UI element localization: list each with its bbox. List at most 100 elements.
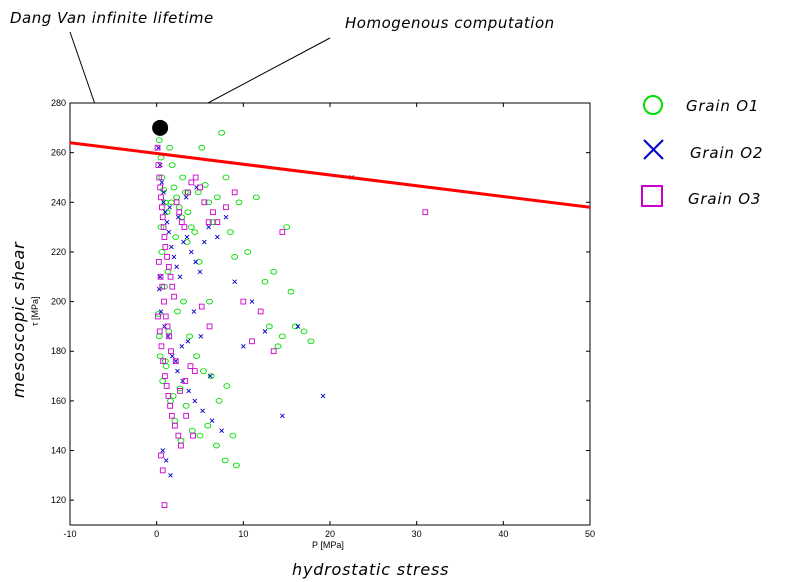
point-square-2-57 [164, 323, 171, 330]
point-x-1-52 [176, 214, 181, 220]
point-square-2-1 [155, 162, 162, 168]
point-x-1-51 [167, 204, 172, 210]
point-square-2-27 [223, 204, 229, 211]
point-x-1-7 [169, 244, 174, 250]
legend: Grain O1 Grain O2 Grain O3 [641, 95, 762, 208]
point-circle-0-33 [278, 333, 286, 340]
point-circle-0-24 [226, 229, 234, 235]
point-square-2-54 [159, 283, 166, 290]
point-square-2-53 [157, 273, 164, 280]
point-circle-0-0 [155, 137, 163, 144]
point-x-1-38 [209, 418, 215, 424]
point-circle-0-59 [193, 353, 200, 360]
point-x-1-29 [158, 309, 164, 314]
point-circle-0-8 [170, 184, 178, 191]
point-square-2-35 [155, 313, 161, 320]
point-circle-0-22 [218, 129, 226, 136]
point-x-1-2 [159, 180, 165, 185]
point-square-2-65 [159, 467, 166, 474]
point-x-1-19 [223, 214, 229, 220]
point-square-2-40 [163, 383, 170, 389]
homogenous-point-0 [152, 119, 169, 136]
point-square-2-5 [159, 204, 165, 211]
annotation-dang-van: Dang Van infinite lifetime [10, 9, 214, 27]
point-square-2-28 [231, 189, 238, 196]
axis-ticks: -10 0 10 20 30 40 50 120 140 160 180 200 220 240 260 28… [51, 98, 595, 539]
point-x-1-6 [166, 229, 172, 235]
point-square-2-3 [157, 184, 163, 191]
point-x-1-11 [181, 239, 186, 245]
point-square-2-33 [279, 229, 286, 235]
point-square-2-26 [214, 219, 221, 226]
point-x-1-21 [241, 343, 246, 349]
y-tick-label-5: 220 [51, 247, 66, 257]
point-square-2-38 [160, 358, 167, 365]
point-x-1-44 [179, 343, 185, 349]
point-square-2-12 [167, 273, 174, 280]
point-square-2-24 [205, 219, 212, 226]
legend-marker-o1 [643, 95, 663, 115]
point-square-2-32 [270, 348, 277, 355]
point-square-2-34 [422, 209, 429, 216]
point-circle-0-48 [204, 422, 212, 429]
x-tick-label-1: 0 [154, 529, 159, 539]
point-x-1-42 [168, 473, 173, 478]
y-tick-label-1: 140 [51, 446, 66, 456]
y-tick-label-7: 260 [51, 148, 66, 158]
point-square-2-6 [159, 214, 166, 221]
point-x-1-23 [262, 329, 268, 334]
point-square-2-41 [165, 393, 172, 399]
point-circle-0-57 [180, 298, 187, 305]
point-square-2-60 [172, 358, 179, 365]
point-square-2-16 [176, 209, 183, 216]
point-x-1-17 [206, 224, 211, 230]
point-circle-0-52 [232, 462, 240, 469]
point-x-1-49 [157, 274, 163, 280]
point-circle-0-69 [206, 298, 213, 305]
point-square-2-55 [161, 298, 167, 305]
point-x-1-15 [197, 269, 203, 275]
point-square-2-22 [197, 184, 203, 191]
point-x-1-30 [162, 324, 167, 329]
point-square-2-20 [188, 179, 195, 186]
point-square-2-23 [201, 199, 208, 206]
x-tick-label-0: -10 [63, 529, 76, 539]
point-square-2-64 [158, 452, 164, 459]
point-x-1-18 [215, 234, 220, 240]
point-x-1-10 [177, 274, 183, 280]
point-square-2-7 [160, 224, 167, 230]
point-circle-0-31 [270, 268, 278, 275]
x-tick-label-2: 10 [238, 529, 248, 539]
point-x-1-24 [280, 413, 285, 419]
point-circle-0-26 [235, 199, 243, 206]
point-x-1-26 [320, 393, 326, 399]
point-circle-0-29 [261, 278, 269, 285]
point-x-1-43 [173, 358, 179, 364]
point-square-2-9 [162, 244, 169, 250]
point-circle-0-32 [274, 343, 282, 350]
outer-y-label: mesoscopic shear [9, 241, 28, 398]
point-x-1-46 [191, 309, 197, 314]
legend-marker-o3 [641, 185, 663, 207]
point-square-2-61 [177, 388, 183, 394]
x-axis-label: P [MPa] [312, 540, 344, 550]
point-square-2-25 [210, 209, 216, 216]
point-square-2-37 [158, 343, 165, 350]
point-square-2-0 [154, 144, 161, 151]
point-square-2-11 [165, 263, 172, 270]
legend-label-o3: Grain O3 [688, 190, 761, 208]
point-circle-0-7 [168, 162, 176, 168]
point-circle-0-28 [252, 194, 260, 201]
point-x-1-50 [161, 190, 166, 195]
point-circle-0-6 [166, 144, 174, 151]
point-square-2-14 [171, 293, 177, 300]
point-x-1-3 [161, 199, 166, 205]
point-x-1-48 [208, 373, 213, 379]
x-tick-label-3: 20 [325, 529, 335, 539]
point-square-2-48 [187, 363, 194, 369]
y-axis-label: τ [MPa] [30, 296, 40, 326]
point-x-1-1 [157, 162, 163, 168]
x-tick-label-6: 50 [585, 529, 595, 539]
point-x-1-36 [192, 398, 198, 404]
point-circle-0-51 [229, 432, 237, 439]
